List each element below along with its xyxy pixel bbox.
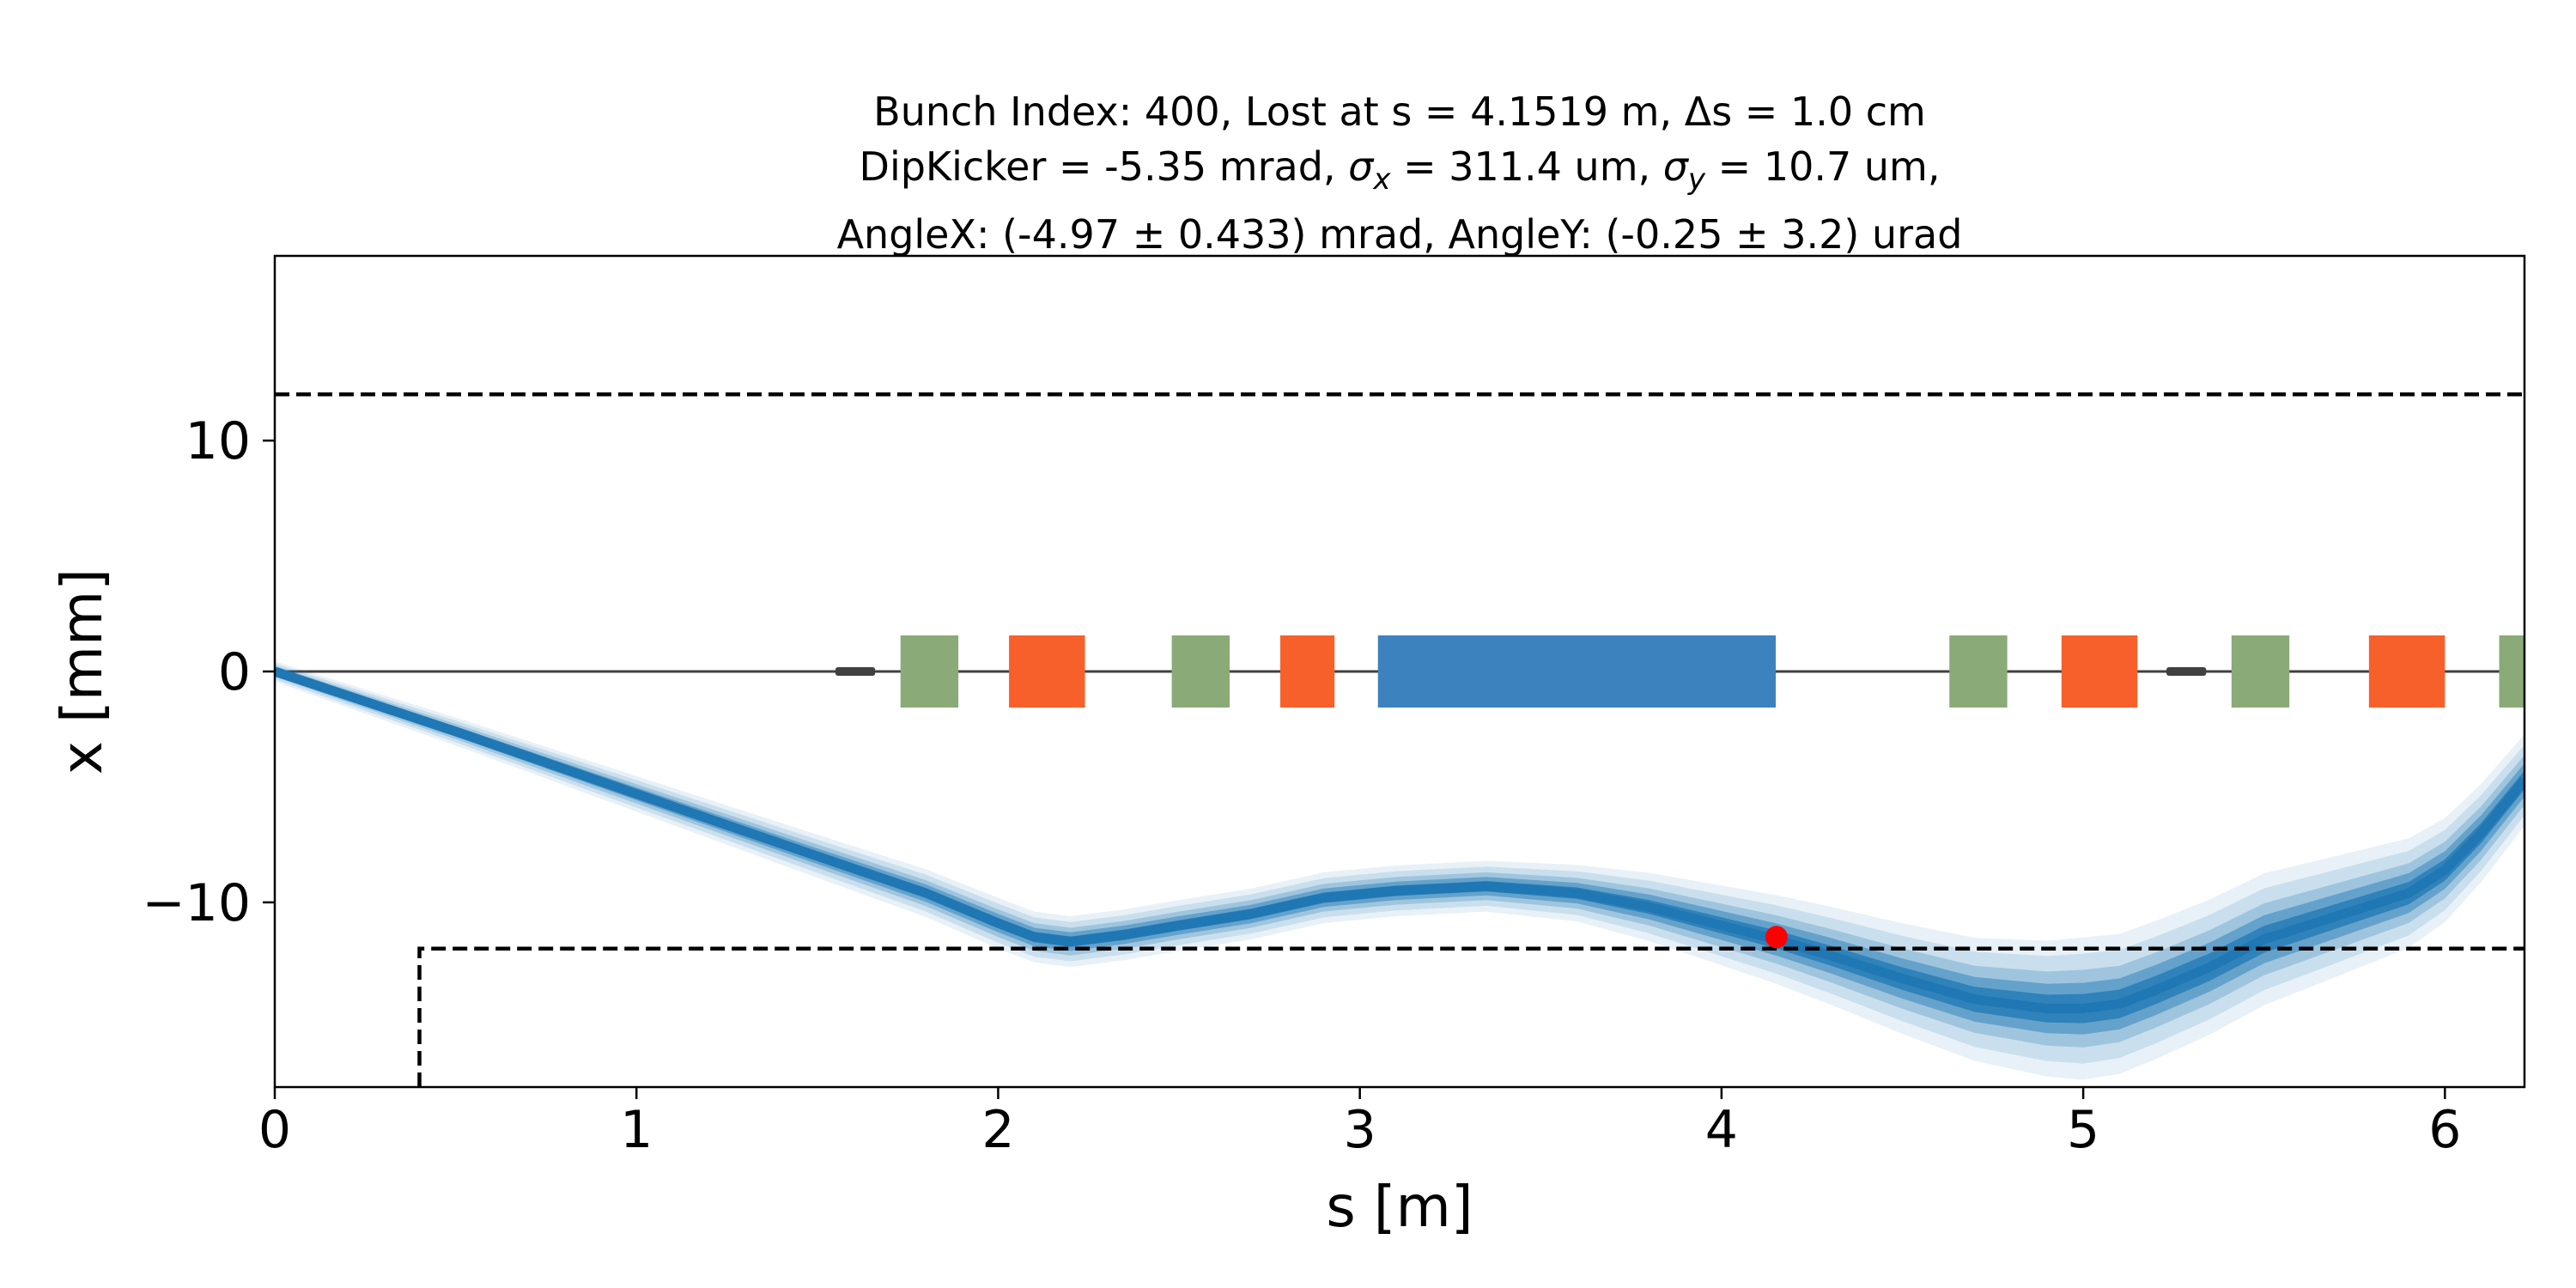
lattice-dipole-5 [1377, 635, 1777, 708]
lattice-monitor-8 [2166, 667, 2207, 676]
title-line-2: DipKicker = -5.35 mrad, σx = 311.4 um, σ… [0, 139, 2576, 207]
lattice-corrector-10 [2368, 635, 2445, 708]
lattice-corrector-4 [1279, 635, 1335, 708]
y-axis-label: x [mm] [49, 568, 115, 775]
lattice-corrector-7 [2061, 635, 2138, 708]
x-tick-label-4: 4 [1705, 1100, 1738, 1160]
lattice-quadrupole-9 [2231, 635, 2290, 708]
sigma-y-symbol: σ [1662, 143, 1688, 190]
y-tick-label-2: −10 [142, 873, 251, 933]
title-line-2-part-b: = 311.4 um, [1390, 143, 1663, 190]
x-tick-label-1: 1 [620, 1100, 653, 1160]
title-line-3: AngleX: (-4.97 ± 0.433) mrad, AngleY: (-… [836, 211, 1963, 258]
loss-point-marker [1765, 926, 1788, 949]
beam-envelope-band-4 [275, 669, 2524, 1024]
sigma-x-subscript: x [1373, 162, 1391, 197]
beam-envelope-band-0 [275, 661, 2524, 1080]
lattice-corrector-2 [1009, 635, 1085, 708]
x-tick-label-2: 2 [981, 1100, 1014, 1160]
y-tick-label-0: 10 [185, 411, 251, 471]
lattice-quadrupole-6 [1949, 635, 2008, 708]
title-line-2-part-a: DipKicker = -5.35 mrad, [859, 143, 1349, 190]
beam-centroid-line [275, 666, 2524, 1014]
chart-title: Bunch Index: 400, Lost at s = 4.1519 m, … [0, 84, 2576, 262]
x-tick-label-3: 3 [1344, 1100, 1376, 1160]
y-tick-label-1: 0 [218, 642, 251, 702]
x-tick-label-6: 6 [2428, 1100, 2461, 1160]
title-line-2-part-c: = 10.7 um, [1705, 143, 1941, 190]
lattice-monitor-0 [835, 667, 876, 676]
lattice-quadrupole-3 [1171, 635, 1230, 708]
x-tick-label-0: 0 [258, 1100, 291, 1160]
lattice-quadrupole-1 [900, 635, 959, 708]
x-tick-label-5: 5 [2067, 1100, 2099, 1160]
sigma-y-subscript: y [1687, 162, 1706, 197]
x-axis-label: s [m] [1326, 1174, 1473, 1240]
beam-envelope-band-1 [275, 663, 2524, 1064]
title-line-1: Bunch Index: 400, Lost at s = 4.1519 m, … [873, 88, 1926, 135]
sigma-x-symbol: σ [1348, 143, 1374, 190]
lattice-quadrupole-11 [2499, 635, 2524, 708]
aperture-lower-line [417, 946, 2524, 1087]
